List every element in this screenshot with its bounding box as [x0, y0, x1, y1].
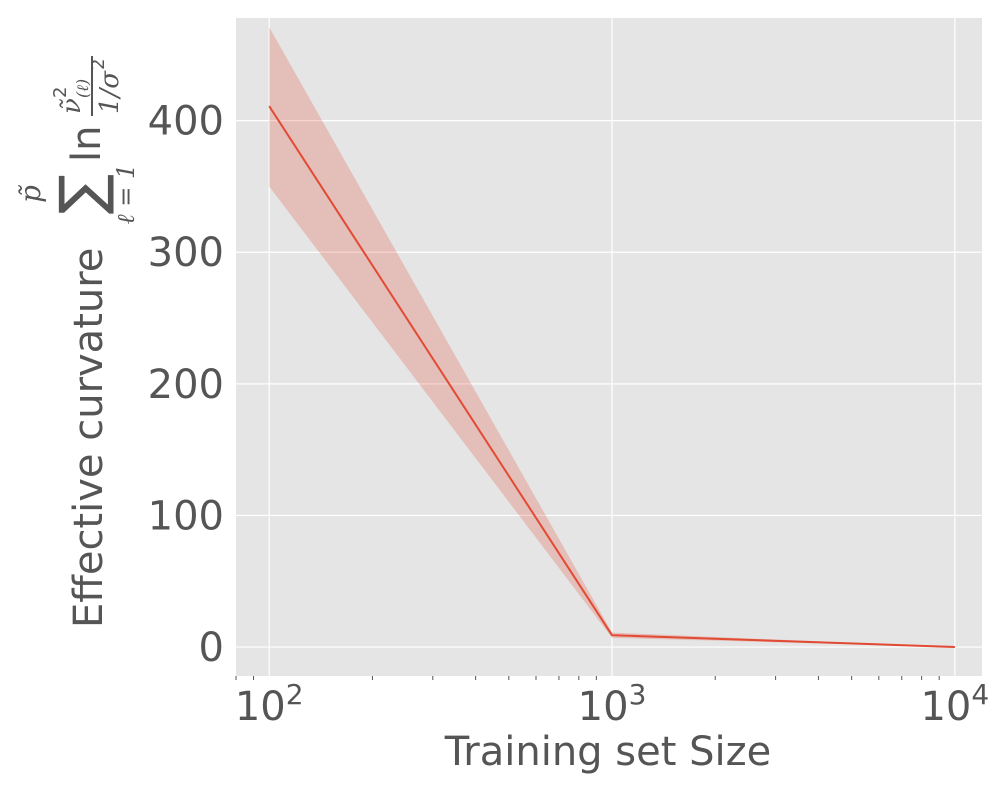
sum-symbol: ∑	[47, 174, 117, 214]
series-lines	[268, 105, 955, 649]
fraction-denominator-sup: 2	[88, 59, 109, 70]
x-tick-label: 102	[235, 678, 304, 730]
y-tick-label: 100	[148, 493, 224, 539]
y-axis-label-math: p̃ ∑ ℓ = 1 ln ν̃ 2 (ℓ) 1/σ 2	[14, 56, 140, 224]
fraction-numerator: ν̃	[57, 98, 87, 114]
fraction-denominator: 1/σ	[95, 70, 125, 114]
y-tick-label: 0	[199, 625, 224, 671]
sum-lower-limit: ℓ = 1	[112, 164, 140, 225]
minor-ticks	[235, 676, 940, 680]
x-tick-labels: 102 103 104	[235, 678, 989, 730]
y-tick-label: 300	[148, 230, 224, 276]
fraction-numerator-sub: (ℓ)	[73, 79, 92, 98]
confidence-bands	[269, 27, 955, 648]
series-line	[268, 105, 955, 649]
y-tick-label: 400	[148, 99, 224, 145]
x-axis-label: Training set Size	[444, 729, 772, 775]
x-tick-label: 103	[578, 678, 647, 730]
y-axis-label: Effective curvature p̃ ∑ ℓ = 1 ln ν̃ 2 (…	[14, 56, 140, 628]
confidence-band	[269, 27, 955, 648]
y-tick-label: 200	[148, 362, 224, 408]
plot-area	[236, 18, 982, 676]
x-tick-label: 104	[920, 678, 989, 730]
sum-upper-limit: p̃	[14, 184, 47, 203]
grid	[236, 18, 982, 676]
ln-text: ln	[64, 126, 110, 162]
y-axis-label-text: Effective curvature	[66, 248, 112, 628]
y-tick-labels: 0 100 200 300 400	[148, 99, 224, 671]
fraction-numerator-sup: 2	[50, 87, 71, 98]
